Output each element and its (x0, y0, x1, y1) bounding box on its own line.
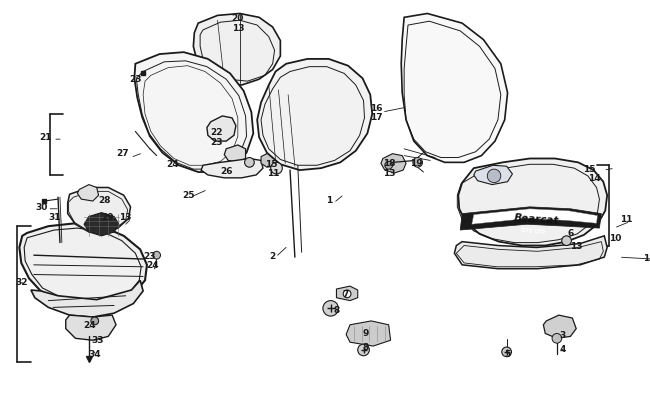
Circle shape (153, 252, 161, 259)
Text: 3: 3 (560, 330, 566, 339)
Polygon shape (381, 154, 406, 174)
Polygon shape (77, 185, 99, 202)
Text: 34: 34 (88, 350, 101, 358)
Text: 32: 32 (15, 277, 27, 286)
Polygon shape (337, 286, 358, 301)
Circle shape (270, 163, 282, 175)
Polygon shape (84, 213, 119, 236)
Text: 7: 7 (342, 290, 348, 298)
Polygon shape (135, 53, 254, 173)
Text: 11: 11 (620, 214, 632, 224)
Text: 8: 8 (362, 342, 369, 351)
Text: 13: 13 (120, 213, 132, 222)
Circle shape (562, 236, 571, 246)
Text: 29: 29 (101, 213, 114, 222)
Circle shape (385, 162, 393, 170)
Text: 6: 6 (567, 229, 573, 238)
Text: 24: 24 (166, 160, 178, 168)
Text: 24: 24 (146, 261, 159, 270)
Text: 15: 15 (265, 160, 278, 168)
Polygon shape (66, 315, 116, 341)
Text: 13: 13 (570, 241, 582, 250)
Text: 15: 15 (584, 164, 596, 173)
Text: 20: 20 (231, 14, 244, 23)
Polygon shape (346, 321, 391, 346)
Text: 10: 10 (608, 234, 621, 243)
Circle shape (358, 344, 369, 356)
Text: 27: 27 (116, 149, 129, 158)
Polygon shape (224, 146, 246, 163)
Polygon shape (68, 188, 131, 233)
Circle shape (502, 347, 512, 357)
Text: 8: 8 (333, 305, 339, 314)
Polygon shape (460, 207, 601, 230)
Circle shape (244, 158, 254, 168)
Text: 21: 21 (39, 132, 52, 141)
Text: 17: 17 (370, 113, 382, 122)
Polygon shape (458, 159, 607, 246)
Text: 30: 30 (35, 203, 47, 212)
Polygon shape (543, 315, 577, 339)
Text: 26: 26 (220, 166, 233, 175)
Circle shape (323, 301, 339, 316)
Text: 1: 1 (326, 195, 332, 204)
Text: 19: 19 (410, 158, 423, 167)
Text: 18: 18 (384, 158, 396, 167)
Text: 22: 22 (211, 128, 223, 136)
Circle shape (413, 158, 422, 168)
Text: 5: 5 (504, 350, 511, 358)
Polygon shape (401, 15, 508, 163)
Polygon shape (454, 236, 607, 269)
Text: 9: 9 (362, 328, 369, 337)
Text: 11: 11 (267, 169, 280, 178)
Text: 4: 4 (560, 345, 566, 354)
Text: 31: 31 (48, 213, 60, 222)
Text: 12: 12 (644, 253, 650, 262)
Text: 33: 33 (92, 335, 104, 344)
Text: Bearcat: Bearcat (514, 212, 560, 226)
Polygon shape (257, 60, 372, 171)
Polygon shape (201, 159, 263, 178)
Polygon shape (20, 224, 147, 304)
Circle shape (343, 290, 351, 298)
Polygon shape (472, 209, 597, 225)
Text: 23: 23 (129, 75, 142, 83)
Text: 23: 23 (211, 137, 223, 146)
Text: 14: 14 (588, 174, 601, 183)
Circle shape (91, 317, 99, 325)
Text: 13: 13 (384, 168, 396, 177)
Polygon shape (193, 15, 280, 86)
Text: 16: 16 (370, 104, 382, 113)
Polygon shape (207, 117, 236, 142)
Polygon shape (474, 166, 512, 185)
Polygon shape (31, 281, 143, 317)
Text: 570 LTD: 570 LTD (521, 227, 546, 234)
Circle shape (552, 334, 562, 343)
Polygon shape (261, 153, 278, 168)
Text: 13: 13 (231, 23, 244, 32)
Text: 25: 25 (182, 190, 195, 199)
Text: 23: 23 (144, 251, 156, 260)
Text: 24: 24 (84, 320, 96, 330)
Circle shape (488, 170, 500, 183)
Text: 28: 28 (98, 195, 110, 204)
Text: 2: 2 (270, 251, 276, 260)
